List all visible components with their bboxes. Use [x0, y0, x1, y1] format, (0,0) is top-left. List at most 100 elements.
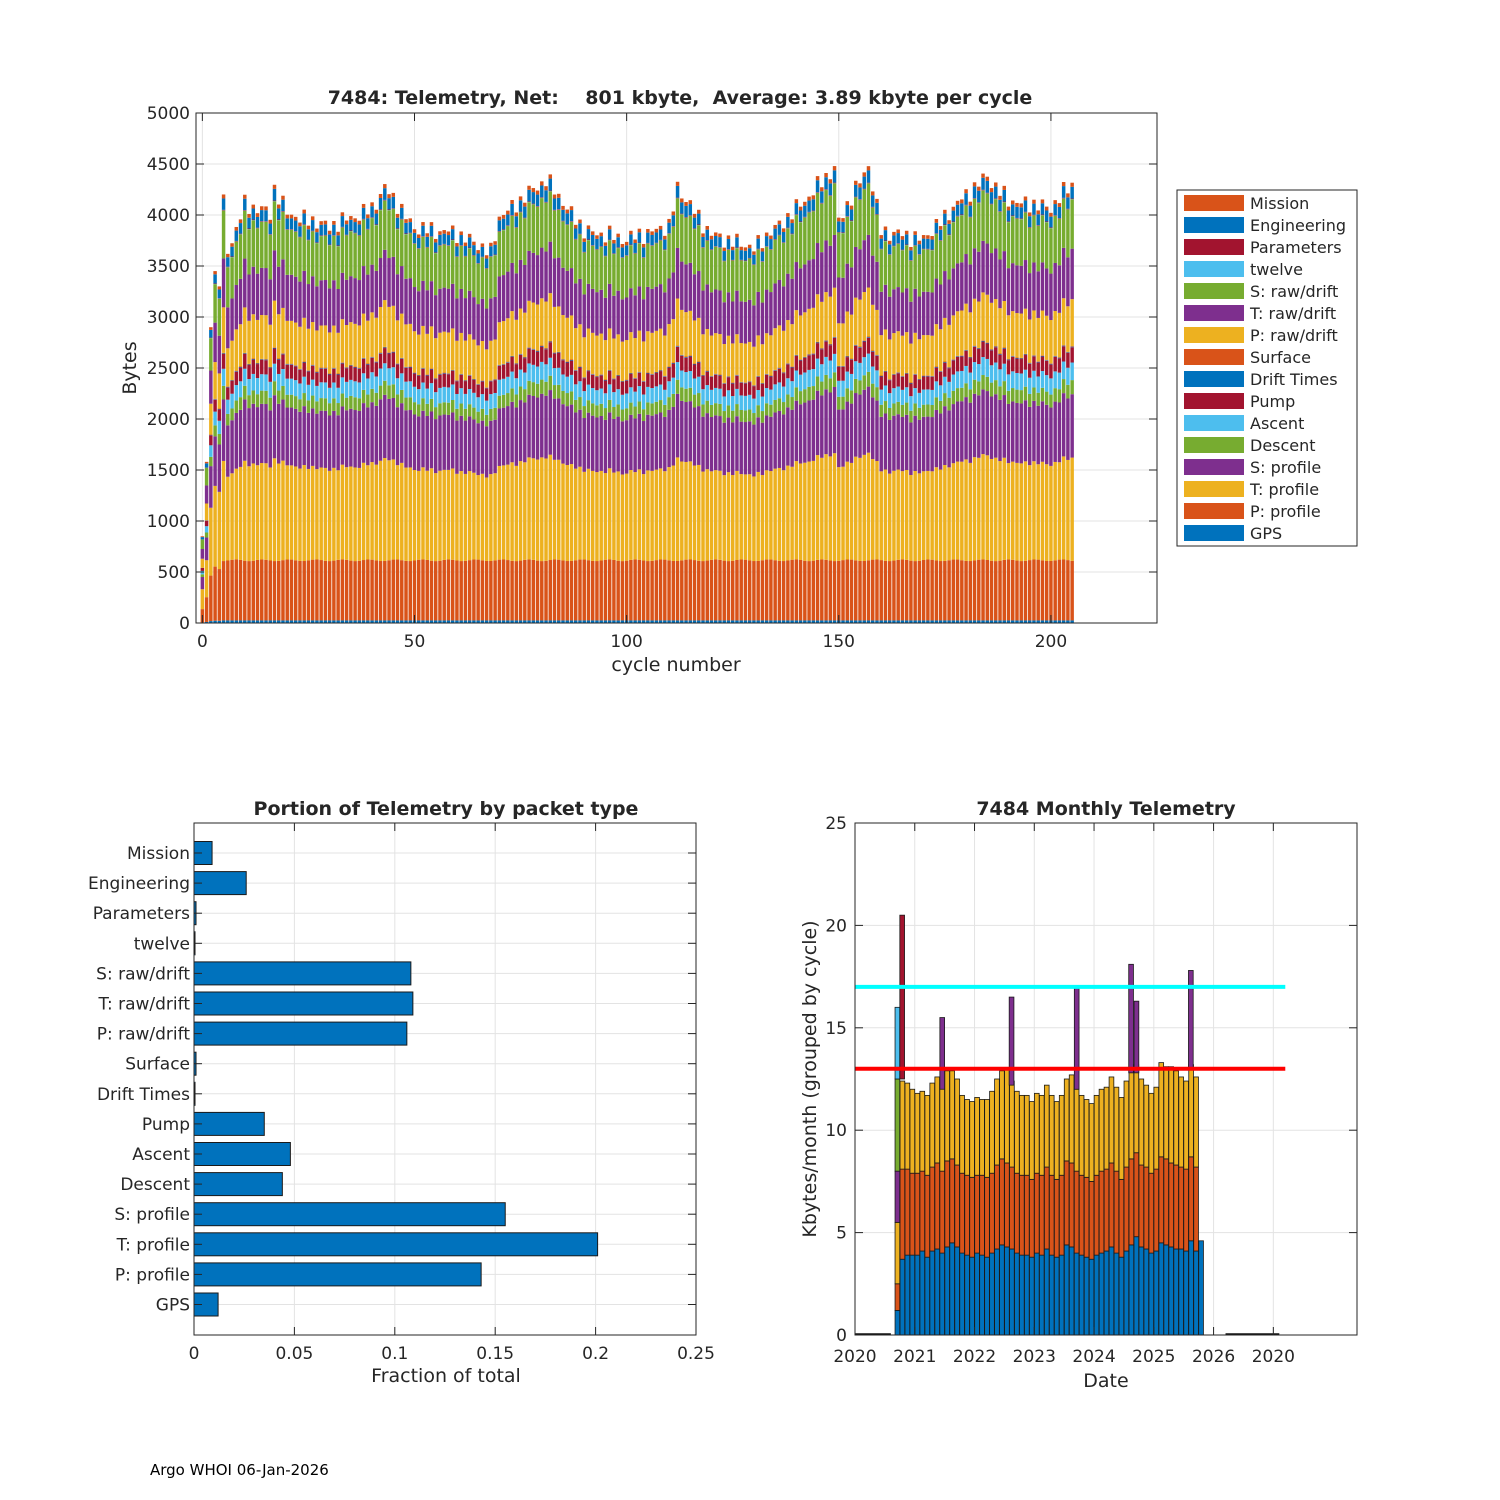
cycle-bar-segment — [209, 329, 213, 338]
cycle-bar-segment — [408, 323, 413, 367]
cycle-bar-segment — [1040, 355, 1045, 356]
cycle-bar-segment — [484, 258, 489, 269]
cycle-bar-segment — [412, 386, 417, 403]
cycle-bar-segment — [781, 386, 786, 403]
cycle-bar-segment — [395, 363, 400, 364]
cycle-bar-segment — [815, 341, 820, 343]
cycle-bar-segment — [476, 559, 480, 621]
cycle-bar-segment — [616, 375, 620, 376]
cycle-bar-segment — [675, 185, 680, 198]
cycle-bar-segment — [514, 561, 519, 621]
cycle-bar-segment — [582, 471, 586, 560]
cycle-bar-segment — [404, 560, 408, 621]
cycle-bar-segment — [327, 230, 332, 235]
cycle-bar — [705, 225, 710, 623]
cycle-bar-segment — [1032, 559, 1036, 621]
month-bar-segment — [1063, 1160, 1070, 1246]
cycle-bar-segment — [501, 230, 506, 276]
cycle-bar-segment — [1015, 357, 1019, 358]
cycle-bar-segment — [637, 371, 642, 373]
cycle-bar-segment — [361, 266, 366, 314]
cycle-bar-segment — [743, 301, 748, 344]
cycle-bar-segment — [391, 397, 396, 460]
cycle-bar-segment — [675, 247, 680, 299]
cycle-bar-segment — [501, 620, 506, 623]
cycle-bar-segment — [417, 470, 421, 560]
cycle-bar-segment — [433, 419, 438, 474]
fraction-bar — [193, 961, 412, 986]
cycle-bar-segment — [548, 190, 553, 192]
cycle-bar-segment — [264, 390, 268, 405]
y-tick-label: 4000 — [147, 206, 190, 226]
cycle-bar-segment — [964, 383, 968, 398]
cycle-bar-segment — [705, 413, 710, 470]
cycle-bar-segment — [268, 234, 272, 235]
cycle-bar-segment — [1027, 393, 1032, 407]
month-bar-segment — [1118, 1097, 1125, 1180]
cycle-bar-segment — [565, 362, 569, 377]
cycle-bar-segment — [794, 461, 799, 560]
cycle-bar-segment — [947, 620, 951, 623]
cycle-bar-segment — [994, 299, 998, 347]
cycle-bar-segment — [281, 460, 285, 561]
legend-swatch — [1184, 393, 1244, 409]
cycle-bar-segment — [370, 356, 374, 358]
cycle-bar-segment — [336, 415, 340, 471]
cycle-bar-segment — [455, 246, 459, 257]
fraction-bar — [193, 1111, 265, 1136]
cycle-bar-segment — [709, 559, 714, 621]
cycle-bar-segment — [315, 228, 319, 233]
cycle-bar-segment — [251, 390, 256, 404]
cycle-bar-segment — [977, 202, 981, 203]
cycle-bar-segment — [535, 190, 540, 195]
cycle-bar-segment — [658, 384, 663, 401]
cycle-bar-segment — [357, 220, 362, 225]
cycle-bar-segment — [913, 288, 917, 333]
month-bar-segment — [1153, 1250, 1160, 1336]
cycle-bar-segment — [366, 559, 370, 621]
cycle-bar-segment — [221, 460, 226, 562]
cycle-bar — [680, 198, 684, 623]
cycle-bar-segment — [535, 351, 540, 352]
cycle-bar-segment — [1027, 212, 1032, 217]
legend-swatch — [1184, 349, 1244, 365]
cycle-bar-segment — [756, 376, 760, 377]
cycle-bar-segment — [883, 240, 888, 242]
cycle-bar-segment — [862, 389, 866, 455]
cycle-bar-segment — [743, 422, 748, 475]
cycle-bar-segment — [493, 339, 497, 380]
cycle-bar-segment — [518, 354, 523, 370]
month-bar-segment — [949, 1070, 955, 1160]
cycle-bar-segment — [289, 378, 294, 395]
cycle-bar-segment — [1066, 257, 1070, 307]
cycle-bar-segment — [820, 203, 824, 253]
cycle-bar-segment — [854, 196, 858, 198]
cycle-bar-segment — [323, 368, 328, 369]
cycle-bar-segment — [709, 235, 714, 240]
cycle-bar-segment — [968, 264, 973, 313]
cycle-bar-segment — [573, 370, 578, 371]
cycle-bar-segment — [947, 368, 951, 382]
cycle-bar-segment — [1061, 456, 1066, 560]
cycle-bar-segment — [1049, 228, 1053, 274]
portion-x-label: Fraction of total — [371, 1365, 521, 1387]
cycle-bar-segment — [217, 620, 222, 623]
cycle-bar — [752, 251, 756, 623]
cycle-bar-segment — [234, 412, 239, 469]
cycle-bar — [1015, 202, 1019, 623]
cycle-bar-segment — [361, 313, 366, 358]
cycle-bar-segment — [837, 380, 841, 397]
cycle-bar-segment — [646, 286, 650, 332]
cycle-bar-segment — [400, 203, 404, 208]
cycle-bar-segment — [298, 560, 302, 621]
cycle-bar — [599, 232, 603, 623]
cycle-bar-segment — [535, 560, 540, 621]
cycle-bar-segment — [764, 374, 769, 389]
cycle-bar-segment — [726, 376, 731, 377]
cycle-bar-segment — [1053, 204, 1057, 216]
cycle-bar-segment — [612, 243, 616, 254]
cycle-bar-segment — [870, 351, 875, 367]
cycle-bar-segment — [790, 559, 794, 621]
cycle-bar-segment — [803, 357, 807, 358]
cycle-bar-segment — [1070, 248, 1074, 300]
